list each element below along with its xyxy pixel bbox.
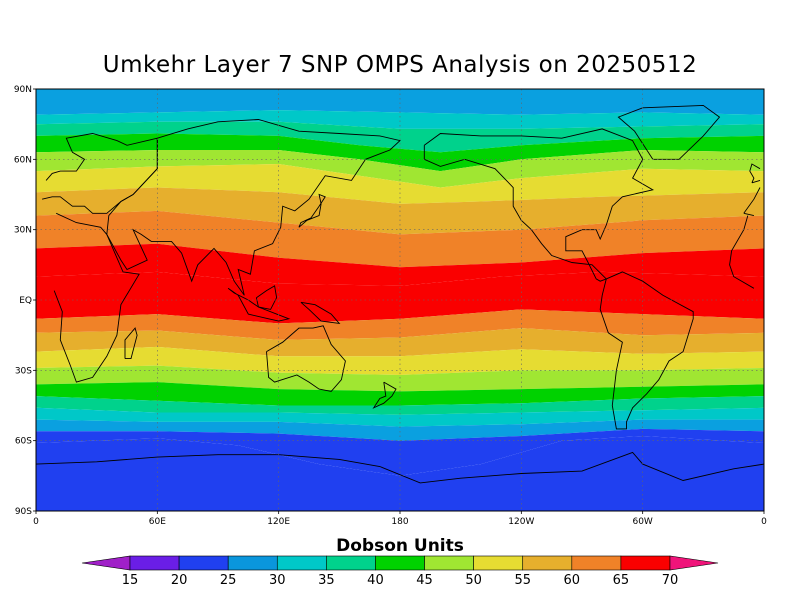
- greenland-outline: [617, 104, 721, 160]
- south-america-outline: [599, 271, 694, 430]
- chart-title: Umkehr Layer 7 SNP OMPS Analysis on 2025…: [102, 52, 698, 78]
- y-tick-label: 90S: [15, 507, 32, 517]
- colorbar-label: 35: [318, 573, 335, 588]
- x-tick-label: 60E: [149, 517, 166, 527]
- colorbar-label: 15: [122, 573, 139, 588]
- continent-outlines: [35, 104, 765, 484]
- africa-outline: [53, 212, 755, 383]
- x-tick-label: 0: [761, 517, 767, 527]
- colorbar-segment: [81, 555, 131, 571]
- y-tick-label: 30N: [14, 226, 32, 236]
- colorbar-segment: [620, 555, 671, 571]
- colorbar-label: 70: [662, 573, 679, 588]
- colorbar-title: Dobson Units: [336, 536, 464, 556]
- colorbar-segment: [326, 555, 376, 571]
- colorbar-label: 45: [416, 573, 433, 588]
- lat-lon-grid: [36, 89, 764, 511]
- colorbar-segment: [571, 555, 622, 571]
- contour-band: [36, 243, 764, 286]
- asia-outline: [106, 119, 401, 296]
- contour-band: [36, 210, 764, 268]
- colorbar-segment: [424, 555, 474, 571]
- x-tick-label: 120W: [508, 517, 534, 527]
- madagascar-outline: [124, 327, 138, 360]
- y-tick-label: EQ: [19, 296, 32, 306]
- y-tick-label: 90N: [14, 85, 32, 95]
- australia-outline: [266, 325, 346, 392]
- contour-band: [36, 382, 764, 406]
- antarctica-outline: [35, 451, 765, 484]
- longitude-axis: 0 60E 120E 180 120W 60W 0: [33, 511, 767, 527]
- borneo-outline: [255, 285, 278, 310]
- newzealand-outline: [372, 381, 397, 409]
- colorbar-segment: [375, 555, 425, 571]
- europe-outline: [41, 133, 761, 217]
- contour-band: [36, 89, 764, 115]
- newguinea-outline: [300, 301, 341, 324]
- colorbar-label: 55: [514, 573, 531, 588]
- colorbar-segment: [522, 555, 573, 571]
- y-tick-label: 60S: [15, 437, 32, 447]
- colorbar-segment: [129, 555, 180, 571]
- colorbar-label: 30: [269, 573, 286, 588]
- colorbar-segment: [178, 555, 229, 571]
- japan-outline: [298, 193, 326, 228]
- colorbar: 15 20 25 30 35 40 45 50 55 60 65 70: [81, 555, 719, 588]
- contour-band: [36, 428, 764, 476]
- colorbar-label: 20: [171, 573, 188, 588]
- indonesia-outline: [227, 287, 291, 322]
- contour-band: [36, 309, 764, 340]
- colorbar-segment: [227, 555, 278, 571]
- colorbar-label: 25: [220, 573, 237, 588]
- uk-outline: [749, 163, 761, 184]
- contour-band: [36, 346, 764, 375]
- contour-band: [36, 110, 764, 129]
- ozone-contour-fill: [36, 89, 764, 511]
- colorbar-segment: [669, 555, 719, 571]
- north-america-outline: [423, 128, 655, 282]
- contour-band: [36, 271, 764, 324]
- x-tick-label: 60W: [632, 517, 652, 527]
- colorbar-label: 60: [564, 573, 581, 588]
- colorbar-label: 50: [465, 573, 482, 588]
- y-tick-label: 30S: [15, 366, 32, 376]
- x-tick-label: 0: [33, 517, 39, 527]
- colorbar-label: 40: [367, 573, 384, 588]
- colorbar-label: 65: [613, 573, 630, 588]
- colorbar-segment: [276, 555, 327, 571]
- contour-band: [36, 121, 764, 153]
- contour-band: [36, 419, 764, 441]
- latitude-axis: 90N 60N 30N EQ 30S 60S 90S: [14, 85, 36, 517]
- x-tick-label: 180: [391, 517, 408, 527]
- y-tick-label: 60N: [14, 155, 32, 165]
- colorbar-segment: [473, 555, 524, 571]
- x-tick-label: 120E: [267, 517, 290, 527]
